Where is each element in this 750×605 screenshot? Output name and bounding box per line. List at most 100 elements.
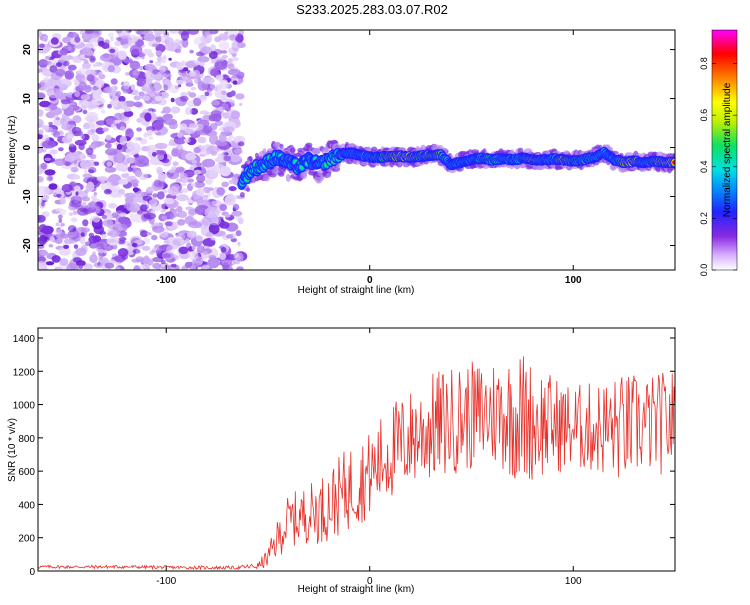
noise-blob bbox=[40, 162, 48, 170]
noise-blob bbox=[88, 201, 97, 210]
noise-blob bbox=[49, 236, 55, 242]
noise-blob bbox=[100, 109, 106, 114]
noise-blob bbox=[103, 188, 112, 195]
noise-blob bbox=[59, 233, 70, 239]
noise-blob bbox=[143, 212, 156, 220]
noise-blob bbox=[67, 64, 77, 71]
noise-blob bbox=[80, 227, 91, 233]
chart-title: S233.2025.283.03.07.R02 bbox=[296, 2, 448, 17]
noise-blob bbox=[140, 204, 148, 212]
noise-blob bbox=[239, 102, 243, 107]
noise-blob bbox=[117, 216, 131, 224]
noise-blob bbox=[200, 264, 210, 270]
noise-blob bbox=[185, 206, 194, 211]
noise-blob bbox=[184, 107, 193, 116]
noise-blob bbox=[137, 36, 143, 40]
noise-blob bbox=[177, 132, 184, 138]
noise-blob bbox=[64, 161, 71, 167]
noise-blob bbox=[231, 56, 239, 62]
y-tick-label: -20 bbox=[22, 238, 33, 253]
noise-blob bbox=[208, 216, 222, 226]
y-tick-label: 0 bbox=[22, 144, 33, 150]
noise-blob bbox=[76, 207, 89, 216]
noise-blob bbox=[129, 212, 134, 218]
noise-blob bbox=[143, 132, 149, 138]
noise-blob bbox=[136, 127, 143, 132]
noise-blob bbox=[83, 122, 90, 130]
noise-blob bbox=[217, 106, 224, 111]
noise-blob bbox=[38, 146, 44, 154]
noise-blob bbox=[174, 38, 180, 46]
noise-blob bbox=[38, 185, 50, 196]
noise-blob bbox=[82, 201, 87, 208]
noise-blob bbox=[190, 86, 197, 91]
noise-blob bbox=[168, 169, 175, 174]
noise-blob bbox=[204, 91, 210, 97]
noise-blob bbox=[74, 90, 80, 98]
colorbar-tick-label: 0.4 bbox=[699, 161, 709, 174]
noise-blob bbox=[59, 197, 67, 205]
y-tick-label: 20 bbox=[22, 44, 33, 56]
noise-blob bbox=[235, 93, 245, 100]
noise-blob bbox=[181, 265, 188, 270]
noise-blob bbox=[132, 249, 141, 254]
noise-blob bbox=[175, 232, 186, 241]
noise-blob bbox=[160, 259, 166, 265]
noise-blob bbox=[195, 263, 202, 268]
noise-blob bbox=[119, 212, 127, 217]
noise-blob bbox=[91, 134, 100, 142]
noise-blob bbox=[60, 222, 65, 227]
noise-blob bbox=[216, 187, 225, 196]
ridge-halo bbox=[313, 147, 320, 152]
noise-blob bbox=[38, 92, 46, 100]
ridge-halo bbox=[305, 142, 313, 148]
ridge-halo bbox=[246, 187, 251, 192]
noise-blob bbox=[98, 253, 104, 261]
ridge-halo bbox=[278, 172, 285, 177]
noise-blob bbox=[57, 78, 72, 89]
noise-blob bbox=[101, 234, 107, 239]
ridge-halo bbox=[326, 172, 332, 178]
noise-blob bbox=[205, 231, 214, 238]
y-tick-label: 10 bbox=[22, 93, 33, 105]
noise-blob bbox=[124, 72, 130, 76]
noise-blob bbox=[38, 68, 43, 73]
noise-blob bbox=[182, 67, 189, 72]
noise-blob bbox=[231, 40, 240, 52]
noise-blob bbox=[61, 184, 73, 193]
noise-blob bbox=[123, 110, 134, 118]
noise-blob bbox=[199, 110, 209, 115]
noise-blob bbox=[191, 183, 196, 187]
noise-blob bbox=[105, 166, 110, 171]
noise-blob bbox=[107, 214, 114, 220]
snr-xlabel: Height of straight line (km) bbox=[298, 584, 415, 595]
noise-blob bbox=[154, 91, 161, 97]
noise-blob bbox=[58, 147, 64, 152]
noise-blob bbox=[75, 191, 79, 196]
noise-blob bbox=[142, 82, 153, 94]
noise-blob bbox=[105, 86, 113, 93]
noise-blob bbox=[178, 40, 184, 45]
noise-blob bbox=[185, 152, 197, 161]
noise-blob bbox=[191, 159, 198, 164]
noise-blob bbox=[38, 261, 47, 270]
noise-blob bbox=[111, 212, 119, 219]
noise-blob bbox=[133, 265, 141, 270]
noise-blob bbox=[82, 219, 89, 227]
noise-blob bbox=[162, 253, 172, 259]
noise-blob bbox=[67, 230, 80, 240]
noise-blob bbox=[152, 68, 159, 75]
noise-blob bbox=[93, 262, 103, 268]
noise-blob bbox=[45, 261, 55, 266]
noise-blob bbox=[149, 60, 154, 64]
noise-blob bbox=[224, 214, 231, 218]
noise-blob bbox=[223, 126, 235, 133]
noise-blob bbox=[106, 181, 112, 187]
noise-blob bbox=[175, 178, 183, 183]
noise-blob bbox=[169, 30, 180, 34]
noise-blob bbox=[67, 225, 77, 233]
noise-blob bbox=[200, 46, 212, 54]
noise-blob bbox=[109, 259, 116, 264]
